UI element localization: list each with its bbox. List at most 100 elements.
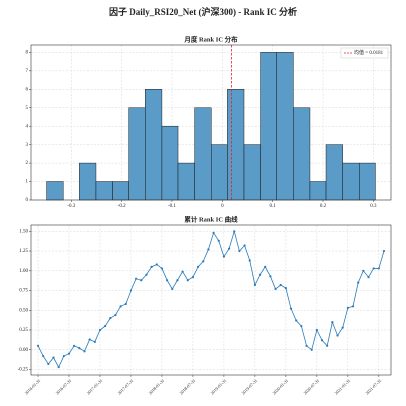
point xyxy=(62,354,65,358)
axes-frame xyxy=(30,44,392,201)
point xyxy=(186,279,189,282)
point xyxy=(171,287,174,291)
figure-title: 因子 Daily_RSI20_Net (沪深300) - Rank IC 分析 xyxy=(109,6,297,17)
point xyxy=(248,259,251,262)
bar xyxy=(309,181,327,201)
point xyxy=(47,362,50,366)
point xyxy=(140,279,143,282)
point xyxy=(351,305,355,308)
bar xyxy=(194,107,212,201)
point xyxy=(269,275,272,278)
point xyxy=(42,354,45,358)
y-tick-label: 0.00 xyxy=(19,348,28,353)
point xyxy=(129,289,133,292)
line xyxy=(37,229,385,368)
point xyxy=(202,260,205,263)
x-tick-label: -0.2 xyxy=(118,204,126,209)
chart-title: 月度 Rank IC 分布 xyxy=(183,34,238,43)
point xyxy=(233,230,236,233)
point xyxy=(155,263,158,266)
bar xyxy=(79,162,97,201)
point xyxy=(176,279,179,282)
bar xyxy=(95,181,113,201)
y-tick-label: 6 xyxy=(26,87,29,92)
point xyxy=(135,277,138,280)
point xyxy=(191,276,195,279)
point xyxy=(67,352,71,355)
point xyxy=(279,283,282,287)
point xyxy=(357,281,360,284)
point xyxy=(83,350,86,353)
point xyxy=(382,249,386,253)
bar xyxy=(46,181,64,201)
point xyxy=(227,247,231,250)
point xyxy=(36,344,40,347)
point xyxy=(119,305,122,308)
y-tick-label: 5 xyxy=(26,106,29,111)
point xyxy=(310,348,313,351)
point xyxy=(238,249,241,253)
y-tick-label: 1.50 xyxy=(19,229,28,234)
y-tick-label: 4 xyxy=(26,124,29,129)
chart-title: 累计 Rank IC 曲线 xyxy=(184,214,238,223)
point xyxy=(93,340,96,343)
legend-label: 均值 = 0.0181 xyxy=(354,49,384,56)
point xyxy=(73,344,76,347)
y-tick-label: 1.25 xyxy=(19,249,28,254)
y-tick-label: -0.25 xyxy=(18,368,29,373)
point xyxy=(196,265,200,268)
bar xyxy=(211,144,228,201)
x-tick-label: -0.1 xyxy=(168,204,176,209)
point xyxy=(341,326,344,329)
point xyxy=(212,231,215,234)
point xyxy=(160,267,164,270)
point xyxy=(320,339,324,342)
point xyxy=(305,344,308,347)
point xyxy=(377,267,380,270)
bar xyxy=(161,125,179,201)
point xyxy=(336,334,339,337)
point xyxy=(243,244,246,247)
point xyxy=(362,269,365,272)
bar xyxy=(128,107,146,201)
point xyxy=(284,287,287,290)
bar xyxy=(177,162,195,201)
point xyxy=(166,279,169,282)
point xyxy=(222,255,226,258)
bar xyxy=(342,162,360,201)
bar xyxy=(112,181,129,201)
legend-box xyxy=(340,47,389,59)
y-tick-label: 0.25 xyxy=(19,328,28,333)
point xyxy=(217,239,220,242)
bar xyxy=(325,144,343,201)
y-tick-label: 2 xyxy=(26,161,29,166)
y-tick-label: 3 xyxy=(26,143,29,148)
point xyxy=(114,313,117,317)
point xyxy=(372,267,375,270)
y-tick-label: 0.75 xyxy=(19,289,28,294)
point xyxy=(78,347,81,350)
x-tick-label: 0 xyxy=(221,204,224,209)
y-tick-label: 0 xyxy=(26,198,29,203)
point xyxy=(300,324,303,328)
point xyxy=(150,265,153,268)
y-tick-label: 0.50 xyxy=(19,308,28,313)
x-tick-label: 0.1 xyxy=(270,204,277,209)
bar xyxy=(359,162,376,201)
point xyxy=(315,328,318,332)
x-tick-label: 0.2 xyxy=(320,204,327,209)
point xyxy=(145,273,148,276)
point xyxy=(88,338,91,341)
y-tick-label: 7 xyxy=(26,69,29,74)
point xyxy=(264,265,267,268)
bar xyxy=(243,144,261,201)
point xyxy=(207,248,210,251)
point xyxy=(258,273,262,276)
x-tick-label: -0.3 xyxy=(67,204,75,209)
point xyxy=(326,344,329,347)
point xyxy=(367,276,370,279)
point xyxy=(346,306,349,309)
bar xyxy=(293,107,311,201)
